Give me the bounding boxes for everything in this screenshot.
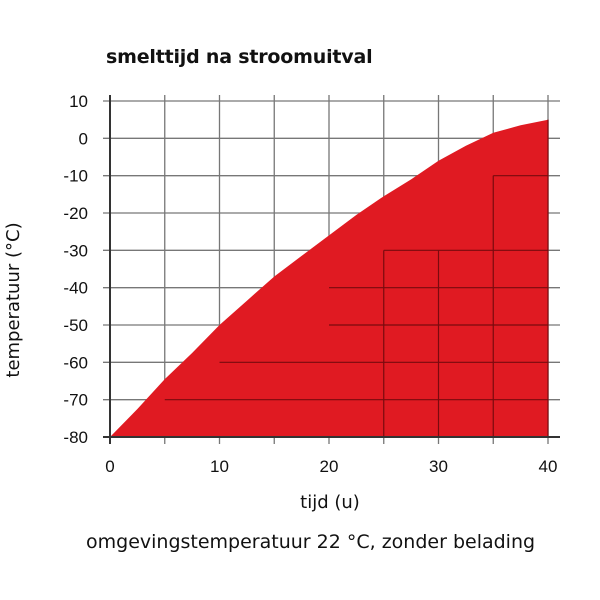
y-axis-label: temperatuur (°C) xyxy=(3,222,24,377)
y-tick-label: -60 xyxy=(63,353,88,372)
area-series xyxy=(110,119,549,437)
axes xyxy=(103,95,560,444)
y-tick-label: -50 xyxy=(63,316,88,335)
y-tick-label: -40 xyxy=(63,279,88,298)
y-tick-label: -10 xyxy=(63,167,88,186)
y-tick-label: 10 xyxy=(69,92,88,111)
x-tick-label: 40 xyxy=(539,457,558,476)
x-axis-label: tijd (u) xyxy=(300,492,360,513)
y-tick-label: -20 xyxy=(63,204,88,223)
x-tick-label: 0 xyxy=(105,457,114,476)
y-tick-label: -70 xyxy=(63,391,88,410)
y-tick-label: 0 xyxy=(79,129,88,148)
x-tick-label: 20 xyxy=(320,457,339,476)
tick-labels: 0 10 20 30 40 10 0 -10 -20 -30 -40 -50 -60 -70 -80 xyxy=(63,92,557,476)
y-tick-label: -80 xyxy=(63,428,88,447)
y-tick-label: -30 xyxy=(63,241,88,260)
conditions-caption: omgevingstemperatuur 22 °C, zonder belad… xyxy=(86,531,536,553)
x-tick-label: 30 xyxy=(429,457,448,476)
chart-title: smelttijd na stroomuitval xyxy=(106,46,373,68)
x-tick-label: 10 xyxy=(210,457,229,476)
